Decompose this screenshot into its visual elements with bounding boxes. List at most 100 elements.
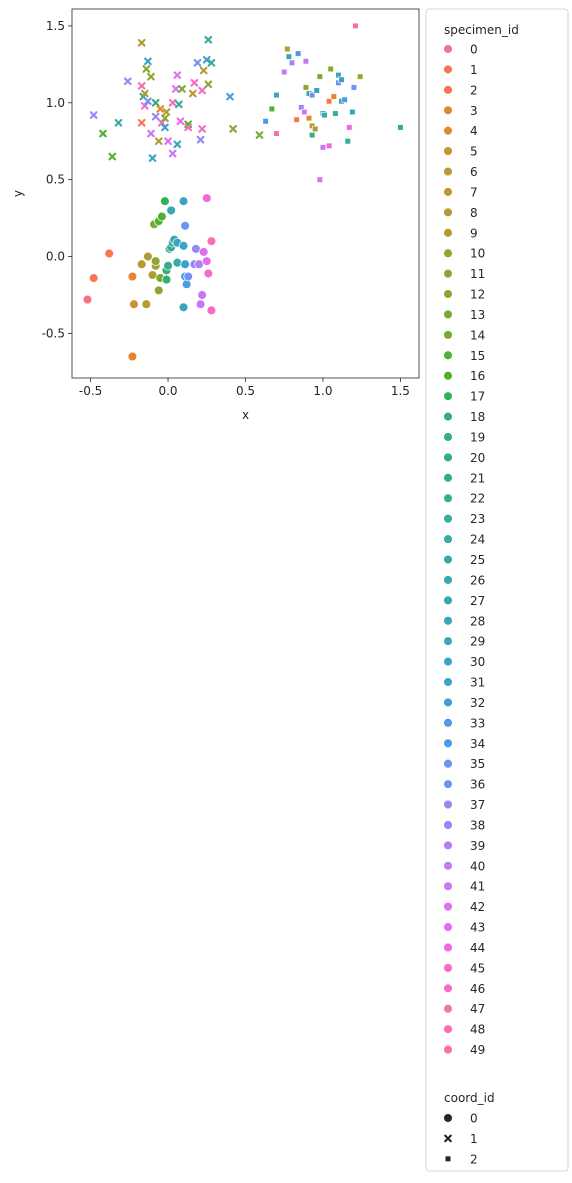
data-point — [273, 130, 280, 137]
data-point — [82, 294, 93, 305]
legend-label: 25 — [470, 553, 485, 567]
legend-label: 30 — [470, 655, 485, 669]
legend-entry: 7 — [443, 185, 478, 199]
data-point — [180, 221, 190, 231]
legend-swatch — [443, 881, 453, 891]
legend-entry: 14 — [443, 328, 485, 342]
data-point — [346, 124, 353, 131]
data-point — [196, 135, 205, 144]
data-point — [168, 149, 177, 158]
legend-entry: 32 — [443, 696, 485, 710]
legend-entry: 45 — [443, 961, 485, 975]
data-point — [136, 259, 147, 269]
legend-entry: 35 — [443, 757, 485, 771]
data-point — [154, 285, 164, 296]
legend-swatch — [443, 289, 453, 299]
data-point — [262, 118, 269, 125]
data-point — [326, 98, 333, 105]
legend-swatch — [443, 963, 453, 973]
legend-entry: 23 — [443, 512, 485, 526]
legend-swatch — [443, 473, 453, 483]
data-point — [163, 261, 173, 271]
legend-label: 24 — [470, 533, 485, 547]
legend-hue-entries: 0123456789101112131415161718192021222324… — [443, 43, 485, 1057]
legend-swatch — [443, 228, 453, 238]
data-point — [313, 87, 320, 94]
data-point — [295, 50, 302, 57]
data-point — [268, 105, 275, 113]
legend-label: 8 — [470, 206, 478, 220]
data-point — [144, 97, 152, 106]
legend-label: 35 — [470, 757, 485, 771]
data-point — [150, 256, 161, 266]
data-point — [114, 118, 123, 127]
legend-entry: 33 — [443, 716, 485, 730]
legend-swatch — [443, 636, 453, 646]
data-point — [255, 131, 264, 139]
data-point — [147, 129, 155, 138]
legend-label: 33 — [470, 716, 485, 730]
legend-label: 40 — [470, 859, 485, 873]
legend-entry: 37 — [443, 798, 485, 812]
legend-label: 39 — [470, 839, 485, 853]
data-point — [397, 124, 404, 131]
legend-entry: 43 — [443, 921, 485, 935]
data-point — [156, 105, 165, 113]
legend-swatch — [443, 697, 453, 708]
legend-entry: 6 — [443, 165, 478, 179]
legend-entry: 29 — [443, 635, 485, 649]
y-tick-label: 0.0 — [46, 250, 65, 264]
legend-swatch — [443, 616, 453, 626]
legend-swatch — [443, 1024, 453, 1034]
legend-swatch — [443, 146, 453, 156]
legend-style-entry: 0 — [443, 1112, 478, 1126]
data-point — [206, 236, 217, 246]
legend-swatch — [443, 656, 453, 667]
data-point — [321, 111, 328, 119]
data-point — [161, 114, 169, 123]
legend-swatch — [443, 370, 453, 381]
data-point — [204, 80, 213, 89]
legend-entry: 30 — [443, 655, 485, 669]
legend-swatch — [443, 105, 453, 116]
legend-label: 15 — [470, 349, 485, 363]
legend-style-swatch — [444, 1155, 452, 1162]
legend-entry: 20 — [443, 451, 485, 465]
data-point — [284, 45, 291, 53]
data-point — [175, 100, 183, 109]
legend-swatch — [443, 350, 453, 361]
legend-entry: 3 — [443, 104, 478, 118]
data-point — [157, 211, 167, 222]
data-point — [164, 137, 172, 146]
legend-label: 29 — [470, 635, 485, 649]
data-point — [161, 123, 169, 132]
legend-entry: 39 — [443, 839, 485, 853]
legend-entry: 48 — [443, 1023, 485, 1037]
data-point — [293, 116, 300, 123]
data-point — [137, 118, 146, 127]
data-point — [229, 125, 237, 133]
data-point — [357, 73, 364, 80]
legend-label: 10 — [470, 247, 485, 261]
data-point — [142, 65, 151, 73]
legend-swatch — [443, 942, 453, 953]
x-axis: -0.5 0.0 0.5 1.0 1.5 — [79, 378, 410, 398]
data-point — [352, 22, 359, 30]
legend-swatch — [443, 983, 453, 994]
legend-entry: 11 — [443, 267, 485, 281]
data-point — [198, 86, 206, 95]
data-point — [99, 129, 107, 138]
data-point — [161, 274, 172, 285]
data-point — [309, 92, 316, 99]
data-point — [319, 144, 327, 151]
data-point — [338, 76, 345, 83]
legend-label: 45 — [470, 961, 485, 975]
legend-label: 20 — [470, 451, 485, 465]
legend-hue-title: specimen_id — [444, 23, 519, 37]
legend-swatch — [443, 534, 453, 544]
legend-swatch — [443, 718, 453, 728]
legend-entry: 46 — [443, 982, 485, 996]
data-point — [137, 38, 146, 47]
data-point — [301, 108, 308, 116]
legend-entry: 9 — [443, 226, 478, 240]
